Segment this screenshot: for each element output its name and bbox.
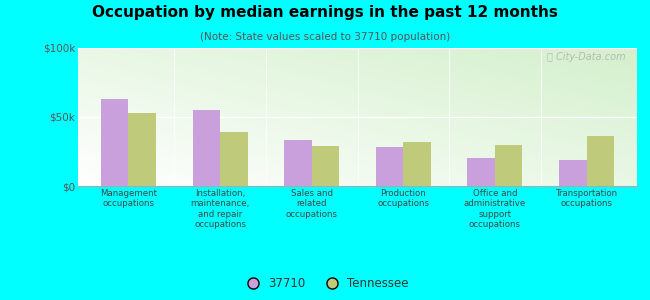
Bar [101, 99, 129, 186]
Bar [129, 113, 156, 186]
Bar [467, 158, 495, 186]
Bar [586, 136, 614, 186]
Bar [220, 132, 248, 186]
Legend: 37710, Tennessee: 37710, Tennessee [237, 272, 413, 295]
Text: (Note: State values scaled to 37710 population): (Note: State values scaled to 37710 popu… [200, 32, 450, 41]
Bar [376, 147, 403, 186]
Bar [312, 146, 339, 186]
Bar [559, 160, 586, 186]
Text: ⓘ City-Data.com: ⓘ City-Data.com [547, 52, 626, 62]
Bar [403, 142, 431, 186]
Text: Occupation by median earnings in the past 12 months: Occupation by median earnings in the pas… [92, 4, 558, 20]
Bar [495, 145, 523, 186]
Bar [284, 140, 312, 186]
Bar [192, 110, 220, 186]
